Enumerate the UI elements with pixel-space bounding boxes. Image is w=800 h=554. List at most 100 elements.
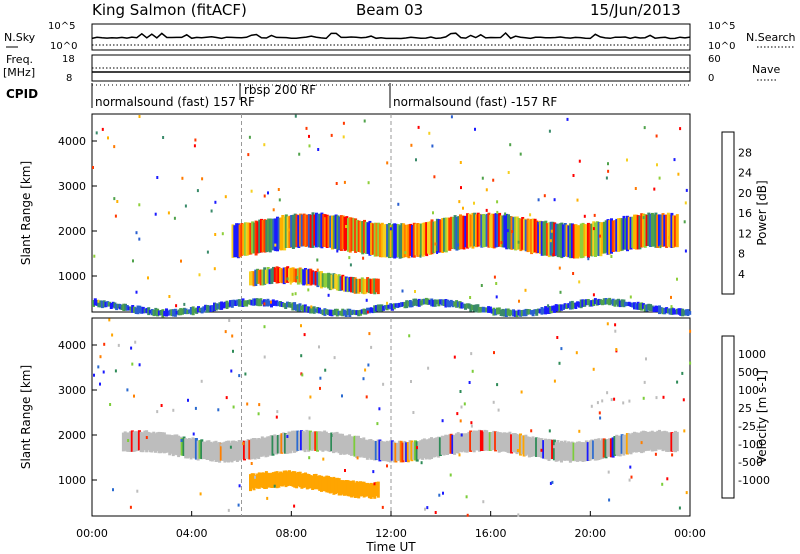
echo-mark [286, 301, 289, 308]
echo-mark [296, 430, 300, 451]
echo-mark [295, 472, 299, 489]
echo-mark [348, 256, 351, 260]
echo-mark [385, 440, 389, 462]
nsky-label: N.Sky [4, 31, 36, 44]
echo-mark [287, 228, 290, 232]
echo-mark [381, 441, 385, 462]
echo-mark [666, 477, 669, 481]
echo-mark [309, 307, 313, 314]
echo-mark [451, 217, 455, 249]
echo-mark [604, 439, 608, 459]
echo-mark [213, 267, 216, 271]
echo-mark [516, 449, 519, 452]
echo-mark [510, 434, 514, 454]
echo-mark [414, 298, 418, 306]
echo-mark [205, 305, 209, 313]
echo-mark [297, 215, 301, 248]
echo-mark [134, 340, 137, 344]
echo-mark [382, 382, 385, 386]
echo-mark [658, 305, 661, 315]
echo-mark [415, 299, 419, 307]
echo-mark [241, 298, 245, 307]
echo-mark [449, 299, 453, 306]
echo-mark [659, 245, 662, 249]
echo-mark [166, 434, 170, 453]
echo-mark [547, 438, 551, 461]
echo-mark [558, 223, 562, 258]
echo-mark [311, 212, 315, 248]
echo-mark [565, 442, 569, 461]
echo-mark [350, 310, 354, 315]
echo-mark [316, 268, 319, 272]
echo-mark [202, 306, 206, 313]
echo-mark [610, 255, 613, 258]
echo-mark [572, 224, 576, 259]
echo-mark [273, 267, 277, 282]
echo-mark [263, 219, 267, 253]
echo-mark [627, 433, 631, 454]
echo-mark [448, 301, 451, 308]
echo-mark [141, 432, 145, 453]
echo-mark [217, 408, 220, 412]
echo-mark [300, 473, 304, 489]
echo-mark [444, 217, 448, 253]
echo-mark [347, 218, 350, 252]
echo-mark [367, 483, 371, 499]
echo-mark [578, 429, 581, 433]
echo-mark [284, 267, 288, 283]
echo-mark [376, 439, 380, 460]
xtick-label: 08:00 [275, 527, 307, 540]
echo-mark [369, 279, 373, 294]
echo-mark [314, 308, 318, 313]
echo-mark [329, 215, 333, 248]
echo-mark [645, 431, 649, 451]
echo-mark [301, 430, 305, 451]
echo-mark [567, 441, 571, 461]
echo-mark [362, 278, 366, 295]
echo-mark [551, 439, 555, 459]
echo-mark [309, 268, 313, 286]
echo-mark [517, 240, 520, 244]
echo-mark [361, 221, 365, 255]
echo-mark [230, 369, 233, 373]
echo-mark [488, 432, 492, 451]
echo-mark [642, 213, 645, 248]
echo-mark [567, 225, 571, 258]
echo-mark [175, 304, 178, 308]
echo-mark [672, 432, 676, 452]
echo-mark [302, 473, 306, 488]
echo-mark [604, 220, 608, 253]
echo-mark [319, 386, 321, 390]
echo-mark [531, 218, 535, 253]
echo-mark [395, 223, 398, 258]
echo-mark [522, 435, 526, 457]
echo-mark [540, 307, 544, 315]
echo-mark [683, 220, 686, 224]
echo-mark [583, 299, 587, 307]
echo-mark [428, 299, 432, 305]
echo-mark [505, 213, 509, 250]
echo-mark [399, 440, 403, 463]
echo-mark [374, 441, 378, 461]
echo-mark [608, 438, 612, 457]
echo-mark [341, 308, 345, 317]
echo-mark [458, 433, 462, 452]
echo-mark [422, 438, 426, 458]
beam-title: Beam 03 [356, 1, 423, 19]
echo-mark [679, 308, 683, 316]
echo-mark [656, 214, 660, 248]
echo-mark [456, 432, 460, 454]
colorbar-tick-label: 20 [738, 187, 752, 200]
echo-mark [237, 503, 240, 507]
echo-mark [250, 438, 254, 460]
echo-mark [172, 309, 176, 317]
echo-mark [650, 305, 654, 312]
echo-mark [287, 302, 291, 308]
echo-mark [264, 437, 268, 458]
echo-mark [643, 380, 646, 384]
echo-mark [570, 441, 574, 462]
echo-mark [264, 471, 268, 489]
echo-mark [626, 158, 628, 162]
echo-mark [184, 204, 187, 208]
echo-mark [346, 480, 350, 497]
